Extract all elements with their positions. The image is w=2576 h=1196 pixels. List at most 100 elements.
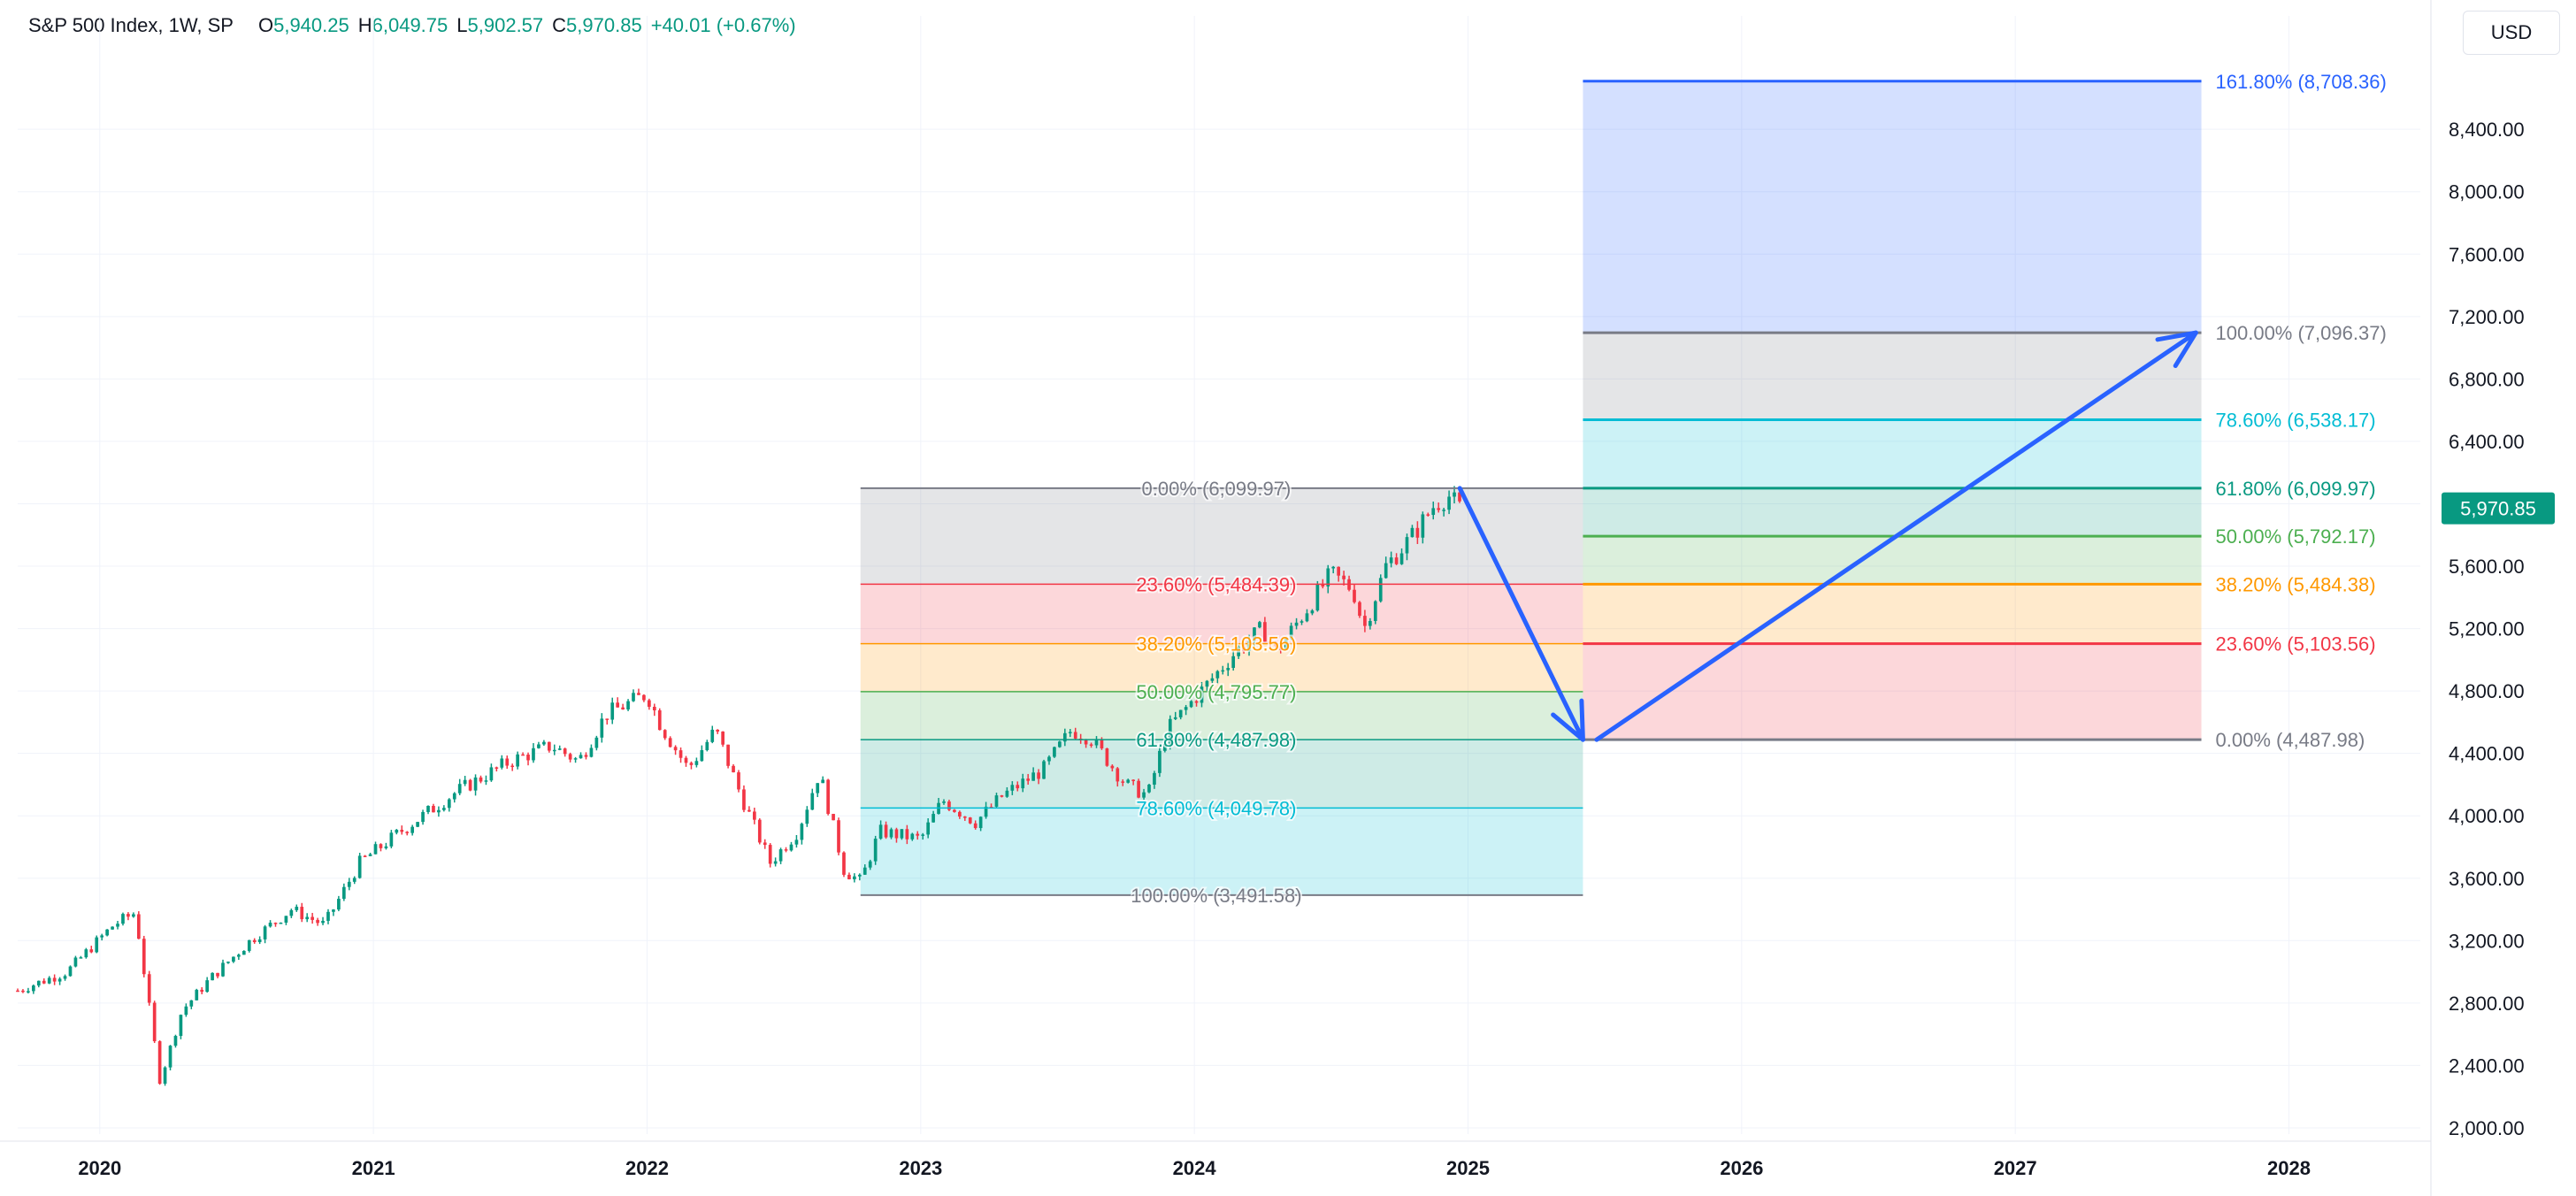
- high-label: H: [357, 14, 372, 36]
- candle-body: [862, 867, 867, 875]
- candle-body: [1226, 667, 1230, 671]
- extension-level-label: 38.20% (5,484.38): [2216, 573, 2376, 595]
- candle-body: [953, 809, 956, 812]
- candle-body: [521, 754, 525, 756]
- candle-body: [405, 832, 410, 833]
- candle-body: [1278, 645, 1283, 650]
- y-tick-label: 4,400.00: [2449, 743, 2525, 765]
- candle-body: [463, 779, 467, 785]
- candle-body: [27, 991, 30, 993]
- extension-level-label: 161.80% (8,708.36): [2216, 71, 2387, 93]
- candle-body: [894, 829, 899, 839]
- candle-body: [52, 978, 57, 982]
- candle-body: [226, 962, 230, 963]
- candle-body: [195, 989, 199, 1000]
- candle-body: [1021, 778, 1025, 789]
- candle-body: [1047, 756, 1051, 762]
- low-value: 5,902.57: [467, 14, 544, 36]
- candle-body: [1315, 584, 1320, 611]
- candle-body: [89, 949, 94, 953]
- candle-body: [416, 822, 419, 827]
- candle-body: [337, 899, 341, 910]
- candle-body: [1163, 744, 1167, 751]
- candle-body: [1158, 750, 1162, 773]
- candle-body: [1053, 747, 1056, 757]
- candle-body: [1358, 602, 1361, 617]
- candle-body: [173, 1036, 178, 1046]
- candle-body: [932, 814, 935, 823]
- candle-body: [732, 765, 735, 773]
- candle-body: [1363, 616, 1367, 626]
- candle-body: [242, 950, 246, 955]
- x-tick-label: 2028: [2267, 1157, 2311, 1179]
- candle-body: [84, 949, 88, 958]
- candle-body: [1342, 575, 1346, 579]
- candle-body: [457, 784, 462, 794]
- candle-body: [752, 811, 756, 820]
- trend-arrow-line: [1594, 330, 2198, 742]
- candle-body: [252, 939, 257, 943]
- candle-body: [1000, 795, 1004, 797]
- candle-body: [142, 939, 146, 975]
- candle-body: [910, 833, 915, 840]
- trend-arrows[interactable]: [1457, 330, 2198, 742]
- candle-body: [926, 822, 930, 835]
- candle-body: [1294, 622, 1299, 626]
- candle-body: [1242, 647, 1246, 651]
- candle-body: [884, 824, 888, 838]
- candle-body: [1405, 537, 1409, 554]
- candle-body: [657, 709, 662, 731]
- candle-body: [642, 694, 646, 701]
- candle-body: [1247, 640, 1251, 651]
- candle-body: [126, 914, 130, 917]
- y-tick-label: 3,200.00: [2449, 930, 2525, 952]
- candle-body: [1110, 765, 1115, 769]
- candle-body: [211, 972, 214, 981]
- y-tick-label: 4,800.00: [2449, 680, 2525, 702]
- candle-body: [805, 809, 809, 824]
- candle-body: [58, 978, 62, 982]
- y-tick-label: 2,800.00: [2449, 993, 2525, 1015]
- fib-level-lines: 0.00% (6,099.97) 23.60% (5,484.39) 38.20% …: [860, 71, 2387, 908]
- candle-body: [1331, 566, 1336, 569]
- fib-zone: [860, 487, 1583, 585]
- fib-zone: [860, 643, 1583, 692]
- candle-body: [873, 839, 878, 862]
- candle-body: [1142, 792, 1146, 798]
- candle-body: [410, 826, 415, 833]
- y-tick-label: 6,400.00: [2449, 431, 2525, 453]
- extension-level-label: 23.60% (5,103.56): [2216, 633, 2376, 656]
- fib-zone: [1583, 419, 2202, 488]
- grid-lines: [18, 16, 2420, 1134]
- candle-body: [305, 916, 310, 920]
- candle-body: [1231, 656, 1236, 668]
- candle-body: [857, 874, 862, 877]
- candle-body: [1058, 741, 1062, 748]
- candle-body: [373, 844, 378, 855]
- candle-body: [1210, 678, 1215, 681]
- trend-arrow-head: [2155, 330, 2198, 369]
- candle-body: [368, 854, 372, 856]
- candle-body: [757, 819, 762, 843]
- currency-button[interactable]: USD: [2463, 11, 2560, 55]
- candle-body: [1168, 718, 1172, 745]
- candle-body: [1126, 779, 1131, 783]
- candle-body: [573, 758, 578, 760]
- candle-body: [216, 972, 219, 977]
- candle-body: [1384, 563, 1388, 579]
- candle-body: [1373, 601, 1377, 621]
- candle-body: [1037, 772, 1040, 779]
- candle-body: [510, 765, 515, 768]
- candle-body: [616, 702, 620, 708]
- candle-body: [763, 842, 767, 846]
- candle-body: [810, 793, 815, 810]
- candle-body: [700, 749, 704, 762]
- candle-body: [900, 829, 904, 839]
- candle-body: [584, 755, 588, 757]
- candle-body: [437, 809, 441, 813]
- candle-body: [147, 974, 151, 1003]
- candle-body: [526, 755, 530, 761]
- candle-body: [721, 731, 724, 745]
